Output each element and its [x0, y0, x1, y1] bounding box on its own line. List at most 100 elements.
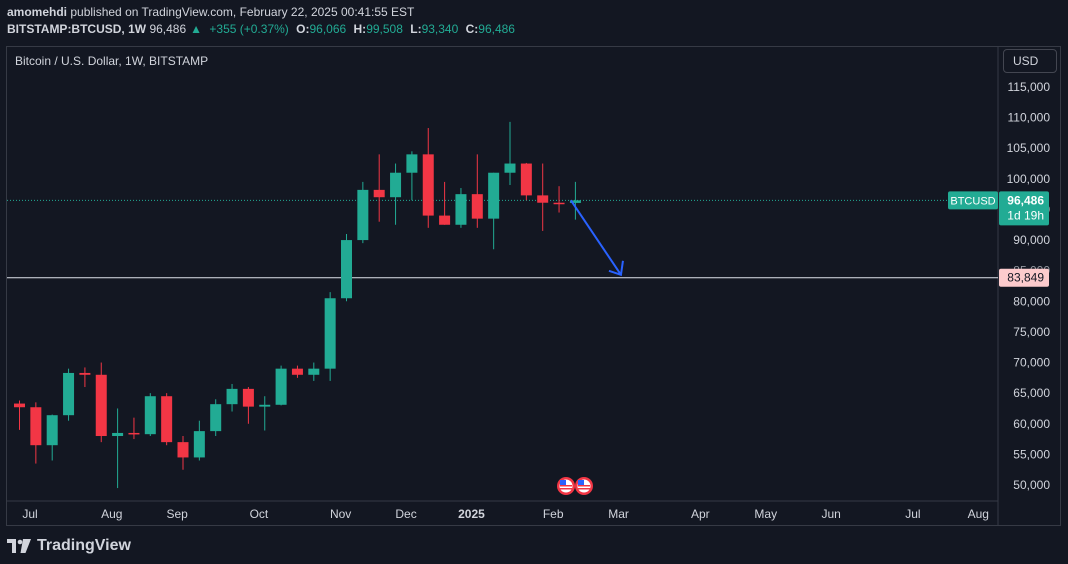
time-axis-label: Feb	[543, 507, 564, 521]
candle-body	[308, 368, 320, 375]
time-axis-label: 2025	[458, 507, 485, 521]
candle-body	[553, 202, 565, 205]
close-label: C:	[465, 22, 479, 36]
level-price-text: 83,849	[1007, 271, 1044, 285]
candle-body	[210, 404, 222, 432]
candle-body	[291, 368, 303, 375]
candle-body	[357, 189, 369, 241]
price-axis-label: 50,000	[1013, 478, 1050, 492]
high-value: 99,508	[366, 22, 403, 36]
series-legend[interactable]: Bitcoin / U.S. Dollar, 1W, BITSTAMP	[15, 54, 209, 68]
candle-body	[63, 372, 75, 416]
candle-body	[439, 215, 451, 225]
change-arrow-icon: ▲	[190, 22, 203, 36]
candle-body	[112, 432, 124, 437]
time-axis-label: Aug	[101, 507, 122, 521]
flag-canton	[560, 480, 566, 485]
open-label: O:	[296, 22, 310, 36]
candle-body	[95, 374, 107, 437]
price-axis-label: 75,000	[1013, 325, 1050, 339]
ohlc-line: BITSTAMP:BTCUSD, 1W 96,486 ▲ +355 (+0.37%…	[7, 21, 519, 38]
price-axis-label: 65,000	[1013, 386, 1050, 400]
time-axis-label: May	[754, 507, 777, 521]
trend-arrow-line	[570, 199, 622, 276]
time-axis-label: Mar	[608, 507, 629, 521]
low-label: L:	[410, 22, 422, 36]
candle-body	[144, 396, 156, 435]
time-axis-label: Oct	[250, 507, 269, 521]
price-axis-label: 100,000	[1007, 172, 1051, 186]
published-text: published on TradingView.com, February 2…	[70, 5, 415, 19]
candle-body	[128, 432, 140, 435]
time-axis-label: Nov	[330, 507, 351, 521]
candle-body	[569, 200, 581, 203]
current-price: 96,486	[149, 22, 187, 36]
tradingview-logo: TradingView	[7, 537, 131, 555]
tradingview-logo-icon	[7, 539, 31, 553]
candle-body	[324, 298, 336, 369]
symbol-tag-text: BTCUSD	[950, 195, 995, 207]
candle-body	[46, 415, 58, 446]
time-axis-label: Aug	[968, 507, 989, 521]
candle-body	[406, 154, 418, 173]
us-flag-event-icon	[575, 477, 593, 495]
candle-body	[161, 396, 173, 443]
candle-body	[537, 195, 549, 203]
time-axis-label: Sep	[166, 507, 188, 521]
candle-body	[30, 407, 42, 446]
candle-body	[390, 172, 402, 198]
candle-body	[373, 189, 385, 198]
candle-body	[520, 163, 532, 196]
candle-body	[275, 368, 287, 405]
candle-body	[504, 163, 516, 173]
candle-body	[422, 154, 434, 216]
us-flag-event-icon	[557, 477, 575, 495]
time-axis-label: Jul	[22, 507, 37, 521]
flag-stripe	[560, 485, 572, 487]
price-axis-label: 110,000	[1008, 111, 1051, 125]
bar-countdown-text: 1d 19h	[1007, 208, 1044, 222]
brand-name: TradingView	[37, 537, 131, 554]
price-axis-label: 60,000	[1013, 417, 1050, 431]
level-price-badge	[999, 268, 1049, 287]
flag-stripe	[578, 488, 590, 490]
candle-body	[242, 388, 254, 407]
price-axis-label: 70,000	[1013, 356, 1050, 370]
open-value: 96,066	[309, 22, 347, 36]
flag-stripe	[578, 485, 590, 487]
time-axis-label: Jun	[821, 507, 840, 521]
candle-body	[259, 404, 271, 407]
candle-body	[455, 194, 467, 225]
last-price-badge	[999, 191, 1049, 226]
candle-body	[79, 372, 91, 375]
candle-body	[471, 194, 483, 219]
last-price-text: 96,486	[1007, 193, 1044, 207]
time-axis-label: Apr	[691, 507, 710, 521]
price-axis-label: 90,000	[1013, 233, 1050, 247]
high-label: H:	[353, 22, 367, 36]
price-axis-label: 55,000	[1013, 447, 1050, 461]
candle-body	[488, 172, 500, 219]
candle-body	[226, 388, 238, 405]
low-value: 93,340	[421, 22, 459, 36]
candle-body	[341, 240, 352, 299]
candle-body	[177, 442, 189, 458]
currency-button[interactable]: USD	[1003, 49, 1057, 73]
publisher-name[interactable]: amomehdi	[7, 5, 68, 19]
time-axis-label: Jul	[905, 507, 920, 521]
price-change: +355 (+0.37%)	[209, 22, 289, 36]
price-axis-label: 105,000	[1007, 141, 1051, 155]
symbol-interval: BITSTAMP:BTCUSD, 1W	[7, 22, 147, 36]
price-axis-label: 80,000	[1013, 294, 1050, 308]
time-axis-label: Dec	[395, 507, 416, 521]
price-axis-label: 115,000	[1008, 80, 1051, 94]
flag-canton	[578, 480, 584, 485]
publish-line: amomehdi published on TradingView.com, F…	[7, 4, 519, 21]
trend-arrow-head-icon	[608, 260, 624, 277]
flag-stripe	[560, 488, 572, 490]
candle-body	[193, 431, 205, 458]
symbol-tag-badge	[948, 191, 998, 210]
close-value: 96,486	[478, 22, 515, 36]
chart-header: amomehdi published on TradingView.com, F…	[7, 4, 519, 38]
